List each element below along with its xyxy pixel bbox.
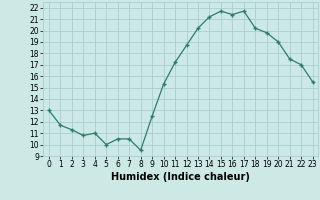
X-axis label: Humidex (Indice chaleur): Humidex (Indice chaleur)	[111, 172, 250, 182]
